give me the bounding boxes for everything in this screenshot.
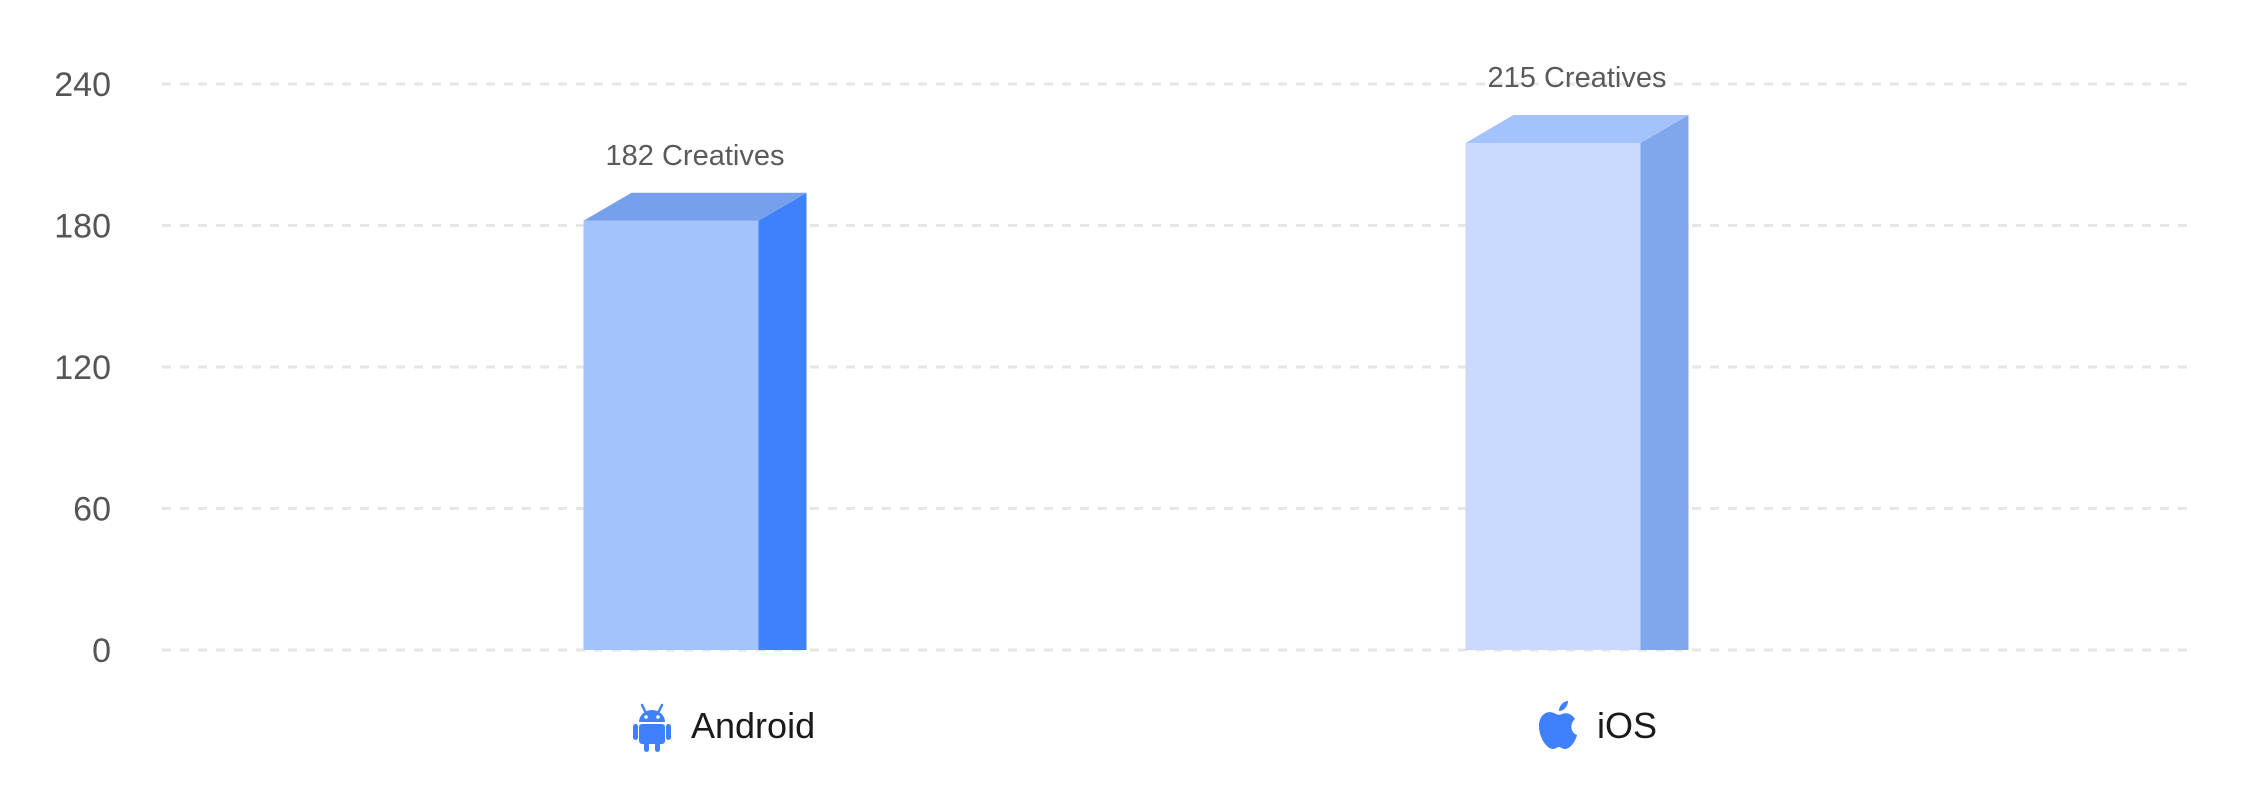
grid-layer bbox=[162, 82, 2196, 652]
bars bbox=[583, 114, 1689, 651]
apple-icon bbox=[1539, 701, 1577, 749]
data-labels: 182 Creatives 215 Creatives bbox=[606, 62, 1667, 172]
bar-front-face bbox=[583, 220, 759, 651]
bar-ios bbox=[1465, 114, 1689, 651]
data-label-ios: 215 Creatives bbox=[1488, 62, 1667, 94]
y-tick-label: 180 bbox=[54, 208, 111, 246]
android-icon bbox=[633, 703, 671, 752]
category-label-ios: iOS bbox=[1597, 705, 1657, 746]
y-tick-label: 240 bbox=[54, 66, 111, 104]
category-label-android: Android bbox=[691, 705, 815, 746]
y-axis-ticks: 0 60 120 180 240 bbox=[54, 66, 111, 670]
y-tick-label: 120 bbox=[54, 349, 111, 387]
bar-android bbox=[583, 192, 807, 651]
x-axis-categories: Android iOS bbox=[633, 701, 1657, 752]
bar-side-face bbox=[758, 192, 807, 651]
bar-front-face bbox=[1465, 142, 1641, 651]
bar-top-face bbox=[583, 192, 807, 221]
data-label-android: 182 Creatives bbox=[606, 140, 785, 172]
bar-side-face bbox=[1640, 114, 1689, 651]
y-tick-label: 0 bbox=[92, 632, 111, 670]
y-tick-label: 60 bbox=[73, 491, 111, 529]
bar-top-face bbox=[1465, 114, 1689, 143]
